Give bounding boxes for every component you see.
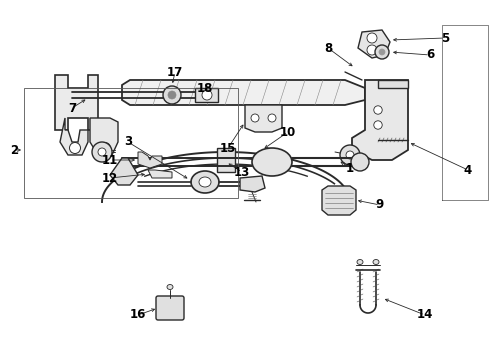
Circle shape bbox=[374, 121, 382, 129]
Text: 18: 18 bbox=[197, 81, 213, 94]
Text: 16: 16 bbox=[130, 309, 146, 321]
Circle shape bbox=[367, 33, 377, 43]
Ellipse shape bbox=[252, 148, 292, 176]
Ellipse shape bbox=[199, 177, 211, 187]
Text: 15: 15 bbox=[220, 141, 236, 154]
Circle shape bbox=[374, 106, 382, 114]
Ellipse shape bbox=[373, 260, 379, 265]
FancyBboxPatch shape bbox=[156, 296, 184, 320]
Polygon shape bbox=[358, 30, 390, 58]
Circle shape bbox=[375, 45, 389, 59]
Circle shape bbox=[379, 49, 385, 55]
Text: 6: 6 bbox=[426, 49, 434, 62]
Text: 8: 8 bbox=[324, 41, 332, 54]
Polygon shape bbox=[217, 148, 235, 172]
Polygon shape bbox=[378, 80, 408, 88]
Ellipse shape bbox=[167, 284, 173, 289]
Polygon shape bbox=[122, 80, 365, 105]
Text: 3: 3 bbox=[124, 135, 132, 148]
Circle shape bbox=[367, 45, 377, 55]
Polygon shape bbox=[240, 176, 265, 192]
Text: 1: 1 bbox=[346, 162, 354, 175]
Text: 12: 12 bbox=[102, 171, 118, 184]
Text: 7: 7 bbox=[68, 102, 76, 114]
Text: 2: 2 bbox=[10, 144, 18, 157]
Polygon shape bbox=[195, 88, 218, 102]
Ellipse shape bbox=[191, 171, 219, 193]
Polygon shape bbox=[322, 186, 356, 215]
Text: 5: 5 bbox=[441, 31, 449, 45]
Circle shape bbox=[98, 148, 106, 156]
Circle shape bbox=[202, 90, 212, 100]
Polygon shape bbox=[90, 118, 118, 155]
Circle shape bbox=[99, 143, 111, 153]
Circle shape bbox=[351, 153, 369, 171]
Polygon shape bbox=[60, 118, 88, 155]
Circle shape bbox=[168, 91, 176, 99]
Polygon shape bbox=[138, 152, 162, 168]
Circle shape bbox=[163, 86, 181, 104]
Text: 13: 13 bbox=[234, 166, 250, 179]
Text: 17: 17 bbox=[167, 66, 183, 78]
Circle shape bbox=[70, 143, 80, 153]
Text: 4: 4 bbox=[464, 163, 472, 176]
Text: 9: 9 bbox=[376, 198, 384, 211]
Polygon shape bbox=[245, 105, 282, 132]
Text: 14: 14 bbox=[417, 309, 433, 321]
Polygon shape bbox=[55, 75, 98, 130]
Polygon shape bbox=[110, 158, 138, 185]
Circle shape bbox=[346, 151, 354, 159]
Ellipse shape bbox=[357, 260, 363, 265]
Text: 10: 10 bbox=[280, 126, 296, 139]
Polygon shape bbox=[148, 170, 172, 178]
Polygon shape bbox=[352, 80, 408, 160]
Circle shape bbox=[92, 142, 112, 162]
Circle shape bbox=[251, 114, 259, 122]
Circle shape bbox=[268, 114, 276, 122]
Text: 11: 11 bbox=[102, 153, 118, 166]
Circle shape bbox=[340, 145, 360, 165]
